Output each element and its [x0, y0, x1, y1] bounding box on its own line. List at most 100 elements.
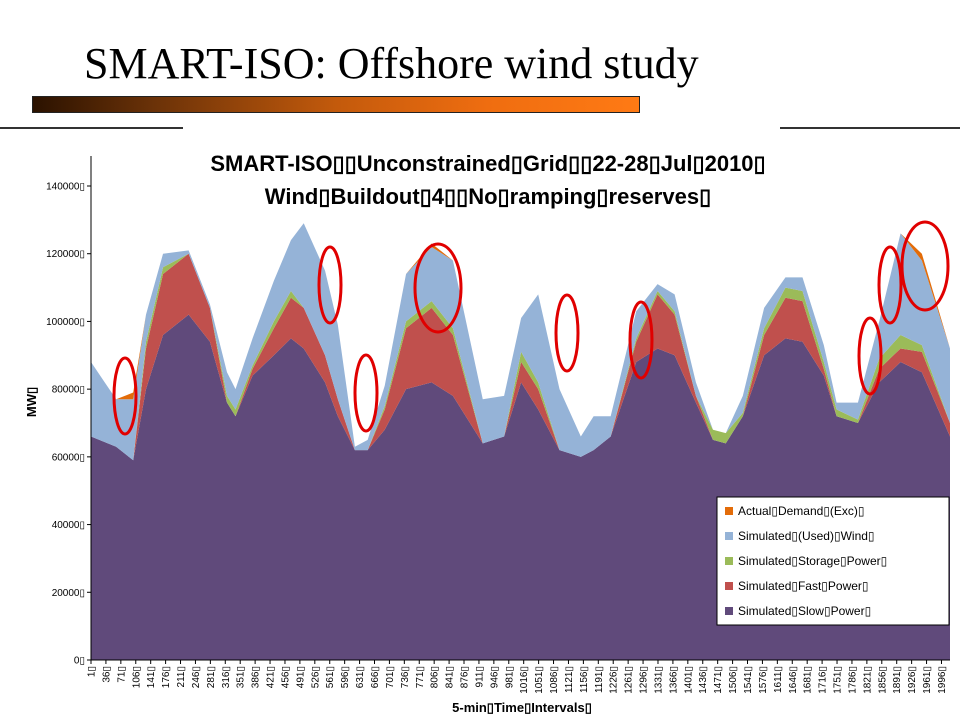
stacked-area-chart: 0▯ 20000▯ 40000▯ 60000▯ 80000▯ 100000▯ 120000▯…	[24, 151, 950, 715]
y-tick-label: 0▯	[74, 656, 85, 667]
y-axis-ticks: 0▯ 20000▯ 40000▯ 60000▯ 80000▯ 100000▯ 120000▯…	[46, 182, 91, 667]
x-tick-label: 946▯	[489, 666, 500, 688]
y-tick-label: 80000▯	[52, 385, 85, 396]
x-tick-label: 841▯	[445, 666, 456, 688]
x-tick-label: 1366▯	[668, 666, 679, 694]
x-tick-label: 1226▯	[609, 666, 620, 694]
x-tick-label: 351▯	[236, 666, 247, 688]
legend-label: Simulated▯Fast▯Power▯	[738, 579, 869, 593]
title-gradient-bar	[32, 96, 640, 113]
x-tick-label: 981▯	[504, 666, 515, 688]
x-tick-label: 456▯	[280, 666, 291, 688]
legend-swatch	[725, 532, 733, 540]
x-tick-label: 1681▯	[803, 666, 814, 694]
x-tick-label: 1646▯	[788, 666, 799, 694]
legend-label: Simulated▯(Used)▯Wind▯	[738, 529, 875, 543]
x-tick-label: 1926▯	[907, 666, 918, 694]
x-tick-label: 1▯	[87, 666, 98, 677]
area-series-2	[91, 253, 950, 461]
x-tick-label: 176▯	[161, 666, 172, 688]
x-tick-label: 1891▯	[892, 666, 903, 694]
x-tick-label: 561▯	[325, 666, 336, 688]
x-tick-label: 316▯	[221, 666, 232, 688]
highlight-ellipse	[900, 220, 950, 312]
chart-title-line2: Wind▯Buildout▯4▯▯No▯ramping▯reserves▯	[265, 184, 711, 209]
x-tick-label: 1611▯	[773, 666, 784, 693]
legend-label: Simulated▯Storage▯Power▯	[738, 554, 887, 568]
x-tick-label: 806▯	[430, 666, 441, 688]
highlight-ellipse	[628, 300, 654, 380]
x-tick-label: 1261▯	[624, 666, 635, 694]
x-tick-label: 1121▯	[564, 666, 575, 693]
x-tick-label: 1471▯	[713, 666, 724, 694]
x-tick-label: 526▯	[310, 666, 321, 688]
y-tick-label: 60000▯	[52, 452, 85, 463]
highlight-ellipse	[877, 245, 903, 325]
x-tick-label: 106▯	[131, 666, 142, 688]
highlight-ellipse	[317, 245, 343, 325]
highlight-ellipse	[353, 353, 379, 433]
x-tick-label: 1296▯	[639, 666, 650, 694]
x-axis-title: 5-min▯Time▯Intervals▯	[452, 700, 592, 715]
y-tick-label: 100000▯	[46, 317, 85, 328]
x-tick-label: 36▯	[101, 666, 112, 683]
x-tick-label: 211▯	[176, 666, 187, 687]
y-tick-label: 40000▯	[52, 520, 85, 531]
x-tick-label: 1751▯	[833, 666, 844, 694]
y-axis-title: MW▯	[24, 387, 39, 417]
x-tick-label: 1401▯	[683, 666, 694, 694]
x-tick-label: 1541▯	[743, 666, 754, 694]
x-tick-label: 1436▯	[698, 666, 709, 694]
frame-line-right	[780, 127, 960, 129]
x-tick-label: 141▯	[146, 666, 157, 688]
frame-line-left	[0, 127, 183, 129]
x-tick-label: 1716▯	[818, 666, 829, 694]
x-tick-label: 1191▯	[594, 666, 605, 693]
x-tick-label: 421▯	[266, 666, 277, 688]
legend-swatch	[725, 557, 733, 565]
area-series-4	[91, 223, 950, 461]
legend-box	[716, 496, 950, 626]
highlight-ellipse	[413, 242, 463, 334]
x-tick-label: 771▯	[415, 666, 426, 688]
x-tick-label: 1051▯	[534, 666, 545, 694]
x-tick-label: 666▯	[370, 666, 381, 688]
x-tick-label: 596▯	[340, 666, 351, 688]
x-tick-label: 1331▯	[653, 666, 664, 694]
x-tick-label: 1856▯	[877, 666, 888, 694]
legend-swatch	[725, 507, 733, 515]
highlight-ellipses	[112, 220, 950, 436]
x-tick-label: 1086▯	[549, 666, 560, 694]
x-tick-label: 71▯	[116, 666, 127, 683]
x-tick-label: 281▯	[206, 666, 217, 688]
x-tick-label: 246▯	[191, 666, 202, 688]
legend-swatch	[725, 607, 733, 615]
x-tick-label: 911▯	[474, 666, 485, 687]
x-tick-label: 1961▯	[922, 666, 933, 694]
x-tick-label: 386▯	[251, 666, 262, 688]
x-tick-label: 1576▯	[758, 666, 769, 694]
x-axis-ticks: 1▯ 36▯ 71▯ 106▯ 141▯ 176▯ 211▯ 246▯ 281▯ 316▯ 351▯…	[87, 660, 948, 694]
x-tick-label: 1016▯	[519, 666, 530, 694]
highlight-ellipse	[112, 356, 138, 436]
legend-label: Actual▯Demand▯(Exc)▯	[738, 504, 865, 518]
chart-legend: Actual▯Demand▯(Exc)▯ Simulated▯(Used)▯Win…	[716, 496, 950, 626]
y-tick-label: 120000▯	[46, 249, 85, 260]
x-tick-label: 631▯	[355, 666, 366, 688]
y-tick-label: 20000▯	[52, 588, 85, 599]
x-tick-label: 491▯	[295, 666, 306, 688]
slide-title: SMART-ISO: Offshore wind study	[84, 39, 699, 88]
y-tick-label: 140000▯	[46, 182, 85, 193]
highlight-ellipse	[554, 293, 580, 373]
x-tick-label: 1506▯	[728, 666, 739, 694]
x-tick-label: 1996▯	[937, 666, 948, 694]
chart-title-line1: SMART-ISO▯▯Unconstrained▯Grid▯▯22-28▯Jul…	[210, 151, 765, 176]
area-series-3	[91, 253, 950, 461]
x-tick-label: 1821▯	[862, 666, 873, 694]
x-tick-label: 876▯	[460, 666, 471, 688]
highlight-ellipse	[857, 316, 883, 396]
legend-label: Simulated▯Slow▯Power▯	[738, 604, 871, 618]
x-tick-label: 701▯	[385, 666, 396, 688]
x-tick-label: 1156▯	[579, 666, 590, 693]
x-tick-label: 736▯	[400, 666, 411, 688]
